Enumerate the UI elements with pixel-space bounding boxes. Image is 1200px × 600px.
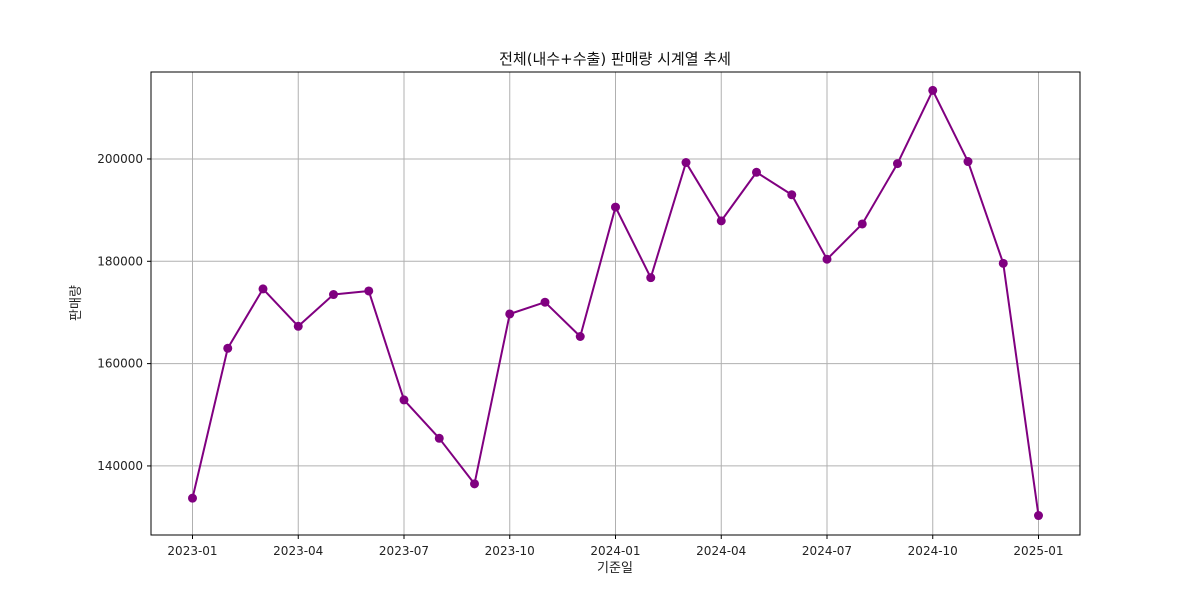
y-tick-label: 180000 [97,254,143,268]
data-point [893,159,902,169]
data-point [434,433,444,443]
x-tick-label: 2024-07 [802,544,852,558]
data-point [505,309,515,319]
data-point [998,258,1008,268]
x-tick-label: 2023-07 [379,544,429,558]
grid-lines [151,72,1080,535]
y-tick-label: 140000 [97,459,143,473]
x-tick-label: 2023-01 [167,544,217,558]
data-point [1034,511,1043,521]
x-tick-label: 2024-01 [590,544,640,558]
data-point [963,157,973,167]
y-tick-label: 200000 [97,152,143,166]
data-point [223,343,233,353]
x-tick-label: 2024-04 [696,544,746,558]
data-point [611,202,620,212]
y-axis-label: 판매량 [69,285,84,321]
x-tick-label: 2023-10 [485,544,535,558]
data-point [399,395,409,405]
x-tick-label: 2025-01 [1013,544,1063,558]
data-point [646,273,656,283]
data-point [857,219,867,229]
x-axis-label: 기준일 [597,561,633,576]
data-point [681,158,691,168]
data-point [716,216,726,226]
data-point [329,290,338,300]
data-point [575,331,585,341]
series-layer [188,85,1043,521]
data-point [752,167,761,177]
x-axis-ticks: 2023-01 2023-04 2023-07 2023-10 2024-01 2024-… [167,535,1064,558]
data-point [822,254,832,264]
data-point [293,321,303,331]
data-point [787,190,797,200]
y-axis-ticks: 140000 160000 180000 200000 [97,152,151,473]
x-tick-label: 2024-10 [908,544,958,558]
data-point [470,479,479,489]
x-tick-label: 2023-04 [273,544,323,558]
data-point [540,297,550,307]
data-point [188,493,197,503]
y-tick-label: 160000 [97,357,143,371]
chart-title: 전체(내수+수출) 판매량 시계열 추세 [499,50,731,68]
data-point [364,286,374,296]
data-point [258,284,268,294]
data-point [928,85,938,95]
